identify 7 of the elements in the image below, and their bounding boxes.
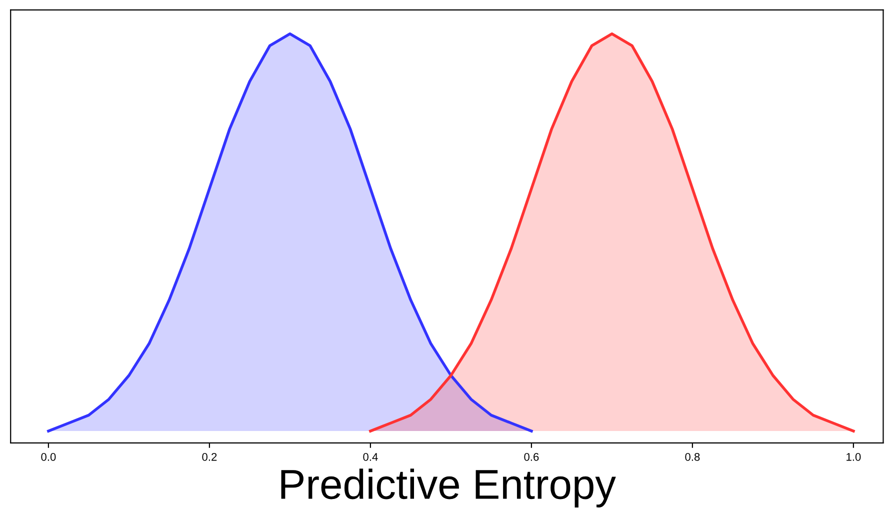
x-tick-label: 0.2 bbox=[202, 452, 217, 461]
x-tick-label: 0.6 bbox=[524, 452, 539, 461]
x-tick-label: 0.8 bbox=[685, 452, 700, 461]
x-axis-title: Predictive Entropy bbox=[281, 468, 616, 508]
x-tick-label: 0.4 bbox=[363, 452, 378, 461]
x-tick-label: 0.0 bbox=[41, 452, 56, 461]
x-tick-label: 1.0 bbox=[846, 452, 861, 461]
